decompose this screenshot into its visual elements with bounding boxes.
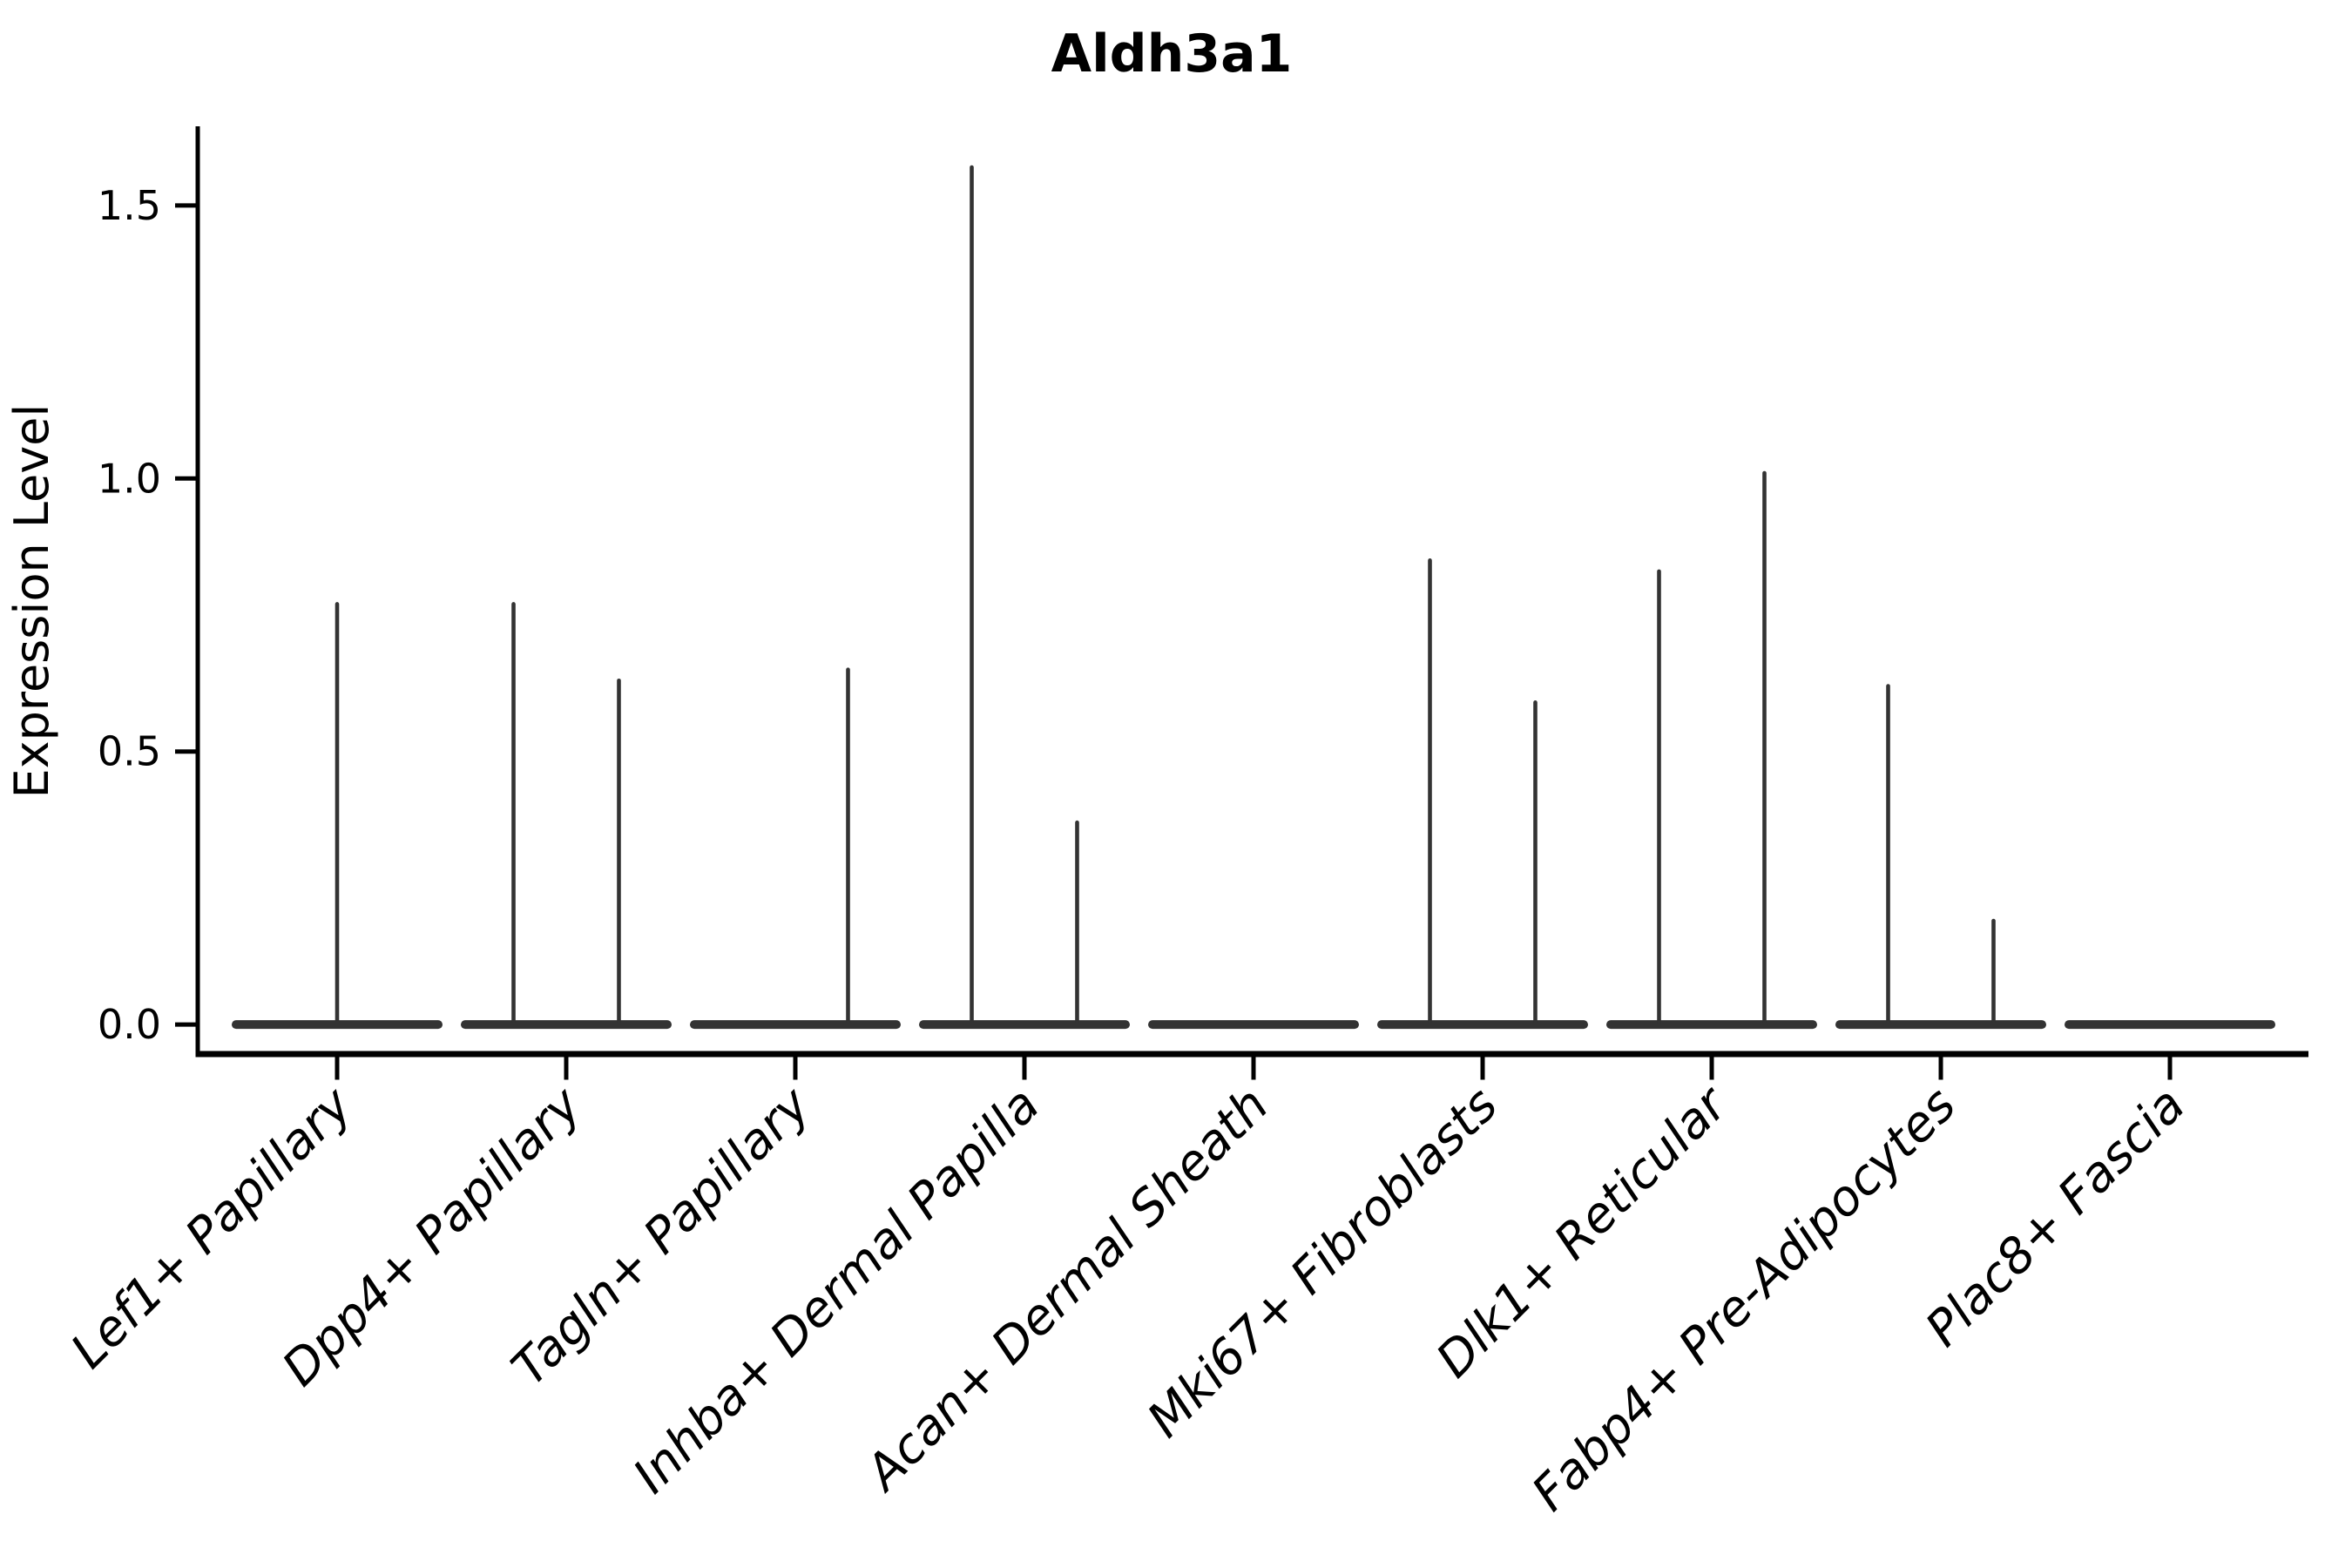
violin-baseline (919, 1020, 1130, 1030)
y-tick-label: 0.0 (98, 1001, 161, 1048)
violin-baseline (2065, 1020, 2275, 1030)
chart-title: Aldh3a1 (1051, 24, 1293, 84)
violin-baseline (232, 1020, 443, 1030)
y-tick-label: 0.5 (98, 728, 161, 775)
y-axis-label: Expression Level (4, 404, 59, 799)
violin-baseline (1148, 1020, 1359, 1030)
x-tick-label: Inhba+ Dermal Papilla (623, 1077, 1051, 1504)
y-tick-label: 1.5 (98, 182, 161, 229)
y-tick-label: 1.0 (98, 455, 161, 502)
violin-baseline (461, 1020, 672, 1030)
violin-baseline (690, 1020, 901, 1030)
x-tick-label: Fabp4+ Pre-Adipocytes (1522, 1077, 1967, 1522)
x-tick-label: Acan+ Dermal Sheath (854, 1077, 1280, 1503)
violin-baseline (1606, 1020, 1817, 1030)
violin-baseline (1377, 1020, 1588, 1030)
violins (232, 165, 2275, 1030)
violin-baseline (1835, 1020, 2046, 1030)
axes (195, 126, 2308, 1058)
y-axis-ticks: 0.0 0.5 1.0 1.5 (98, 182, 198, 1048)
